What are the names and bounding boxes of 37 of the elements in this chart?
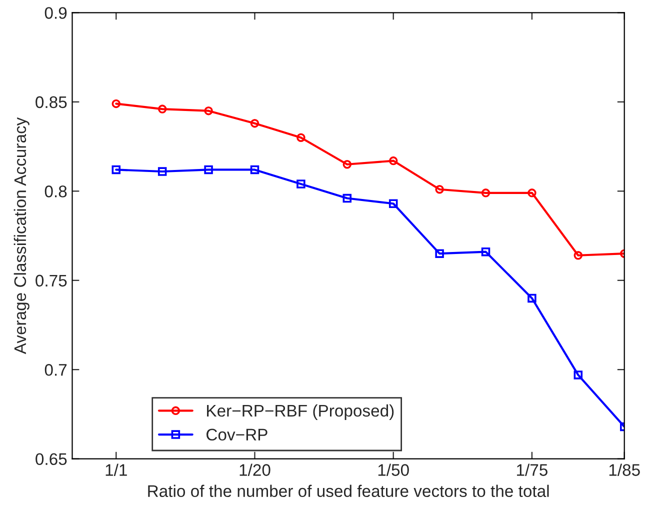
point — [158, 104, 167, 114]
point — [250, 165, 260, 174]
x-tick-label: 1/75 — [517, 464, 548, 476]
legend-label: Cov−RP — [206, 428, 268, 441]
y-tick-label: 0.75 — [36, 274, 67, 287]
y-axis-title: Average Classification Accuracy — [14, 117, 30, 354]
point — [204, 106, 213, 116]
x-tick-label: 1/85 — [609, 464, 640, 476]
point — [342, 160, 352, 169]
point — [528, 294, 536, 303]
x-tick-label: 1/50 — [378, 464, 409, 476]
point — [112, 99, 121, 108]
point — [481, 247, 490, 256]
y-tick-label: 0.85 — [36, 96, 67, 108]
x-axis-title: Ratio of the number of used feature vectors to the total — [148, 484, 549, 498]
x-tick-label: 1/20 — [240, 464, 270, 476]
legend-label: Ker−RP−RBF (Proposed) — [207, 404, 394, 420]
point — [528, 188, 536, 198]
point — [296, 133, 306, 142]
point — [481, 188, 490, 198]
point — [435, 184, 444, 194]
y-tick-label: 0.9 — [44, 7, 67, 19]
point — [204, 165, 213, 174]
point — [388, 156, 398, 166]
point — [388, 199, 398, 208]
point — [435, 249, 444, 258]
x-tick-label: 1/1 — [106, 464, 127, 476]
point — [296, 180, 306, 188]
y-tick-label: 0.7 — [44, 364, 67, 376]
point — [250, 118, 260, 128]
point — [112, 165, 121, 174]
point — [342, 194, 352, 203]
point — [158, 167, 167, 176]
y-tick-label: 0.8 — [44, 186, 67, 198]
point — [574, 251, 583, 260]
point — [574, 370, 583, 380]
y-tick-label: 0.65 — [36, 453, 67, 466]
